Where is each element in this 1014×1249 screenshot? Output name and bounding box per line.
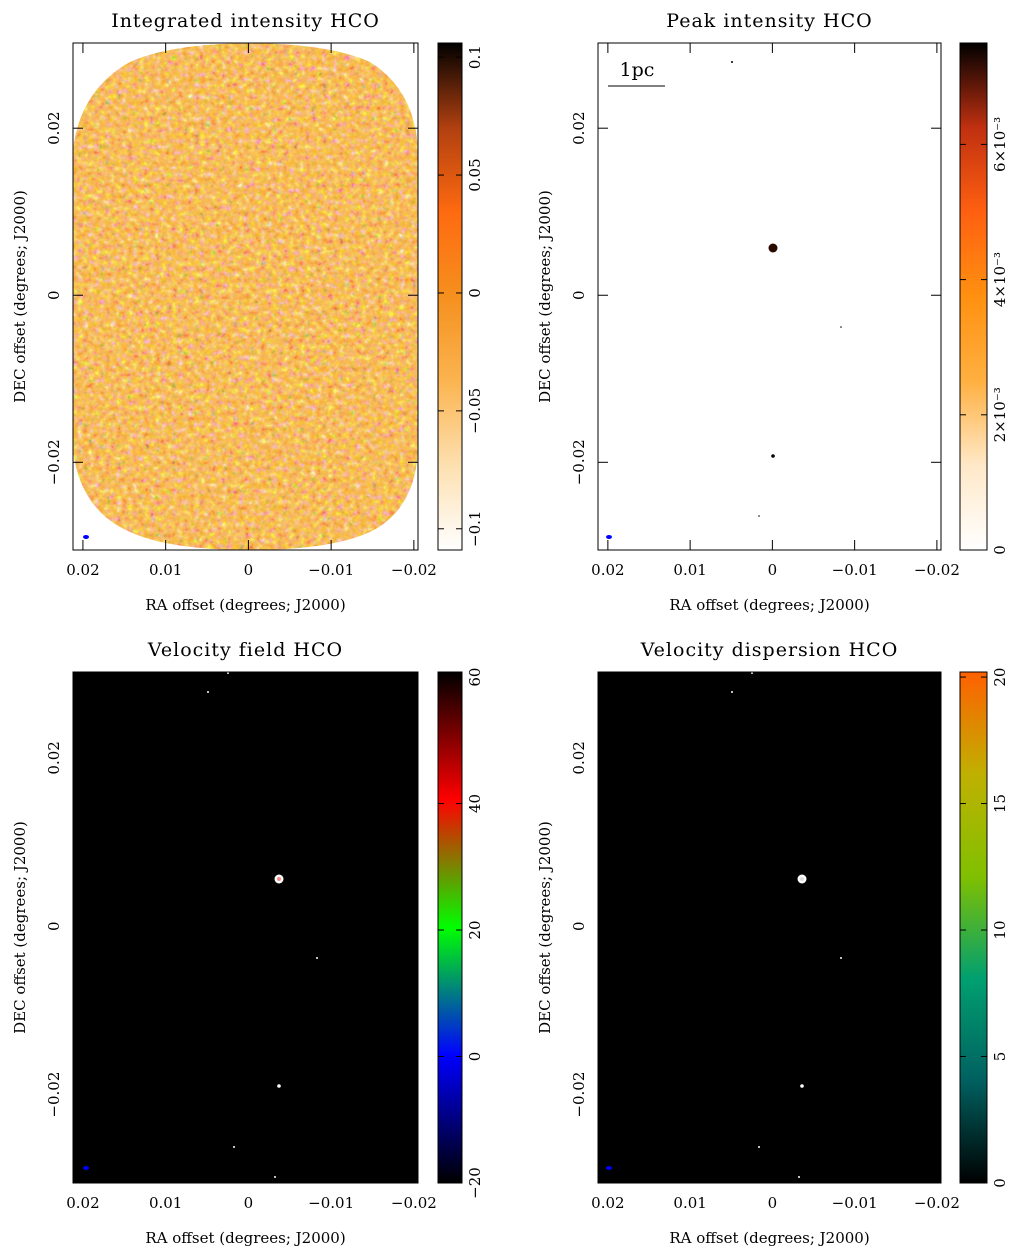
colorbar-tick-label: 0 [991,545,1009,555]
colorbar-tick-label: 0.05 [466,158,484,191]
colorbar-tick-label: −0.1 [466,511,484,547]
x-tick-label: 0.01 [149,561,182,579]
colorbar-tick-label: 60 [466,668,484,687]
y-axis-label: DEC offset (degrees; J2000) [11,190,29,403]
x-tick-label: 0.01 [149,1194,182,1212]
colorbar-tick-label: 0.1 [466,45,484,69]
colorbar [437,671,463,1184]
x-tick-label: 0.02 [66,1194,99,1212]
plot-frame [72,671,419,1184]
x-tick-label: −0.01 [308,561,354,579]
x-tick-label: 0.02 [591,1194,624,1212]
x-tick-label: −0.02 [914,561,960,579]
x-tick-label: −0.02 [391,561,437,579]
x-tick-label: −0.01 [832,1194,878,1212]
colorbar-tick-label: 0 [991,1178,1009,1188]
colorbar-tick-label: 0 [466,288,484,298]
y-tick-label: 0.02 [570,111,588,144]
y-tick-label: −0.02 [45,1072,63,1118]
colorbar-tick-label: −20 [466,1167,484,1199]
map-image [73,43,418,550]
x-tick-label: 0 [768,1194,778,1212]
x-tick-label: 0.01 [673,561,706,579]
x-tick-label: 0.02 [591,561,624,579]
map-image [606,61,842,539]
y-tick-label: −0.02 [570,1072,588,1118]
y-axis-label: DEC offset (degrees; J2000) [536,821,554,1034]
x-tick-label: −0.02 [391,1194,437,1212]
colorbar [959,42,988,551]
x-axis-label: RA offset (degrees; J2000) [669,1229,869,1247]
x-tick-label: 0.01 [673,1194,706,1212]
y-tick-label: 0.02 [45,741,63,774]
x-tick-label: −0.02 [914,1194,960,1212]
chart-title: Velocity dispersion HCO [640,639,899,661]
plot-frame [597,671,942,1184]
chart-title: Velocity field HCO [147,639,343,661]
y-tick-label: 0.02 [570,741,588,774]
x-tick-label: 0 [768,561,778,579]
x-axis-label: RA offset (degrees; J2000) [145,1229,345,1247]
y-tick-label: 0.02 [45,111,63,144]
colorbar [437,42,463,551]
colorbar-tick-label: 40 [466,794,484,813]
plot-frame [597,42,942,551]
colorbar-tick-label: 0 [466,1052,484,1062]
y-tick-label: −0.02 [570,439,588,485]
y-axis-label: DEC offset (degrees; J2000) [536,190,554,403]
colorbar-tick-label: 20 [466,920,484,939]
x-tick-label: 0 [244,1194,254,1212]
chart-title: Integrated intensity HCO [111,10,380,32]
x-tick-label: 0 [244,561,254,579]
colorbar-tick-label: 2×10⁻³ [991,387,1009,442]
y-axis-label: DEC offset (degrees; J2000) [11,821,29,1034]
x-tick-label: −0.01 [308,1194,354,1212]
x-tick-label: 0.02 [66,561,99,579]
y-tick-label: 0 [45,290,63,300]
y-tick-label: 0 [570,921,588,931]
colorbar-tick-label: 6×10⁻³ [991,117,1009,172]
chart-title: Peak intensity HCO [666,10,872,32]
y-tick-label: −0.02 [45,439,63,485]
y-tick-label: 0 [45,921,63,931]
colorbar-tick-label: 15 [991,794,1009,813]
map-image [73,672,418,1183]
x-axis-label: RA offset (degrees; J2000) [145,596,345,614]
colorbar-tick-label: 5 [991,1052,1009,1062]
colorbar-tick-label: −0.05 [466,388,484,434]
scale-label: 1pc [620,59,655,81]
map-image [598,672,941,1183]
x-tick-label: −0.01 [832,561,878,579]
y-tick-label: 0 [570,290,588,300]
colorbar [959,671,988,1184]
colorbar-tick-label: 20 [991,668,1009,687]
x-axis-label: RA offset (degrees; J2000) [669,596,869,614]
plot-frame [72,42,419,551]
colorbar-tick-label: 4×10⁻³ [991,252,1009,307]
colorbar-tick-label: 10 [991,920,1009,939]
